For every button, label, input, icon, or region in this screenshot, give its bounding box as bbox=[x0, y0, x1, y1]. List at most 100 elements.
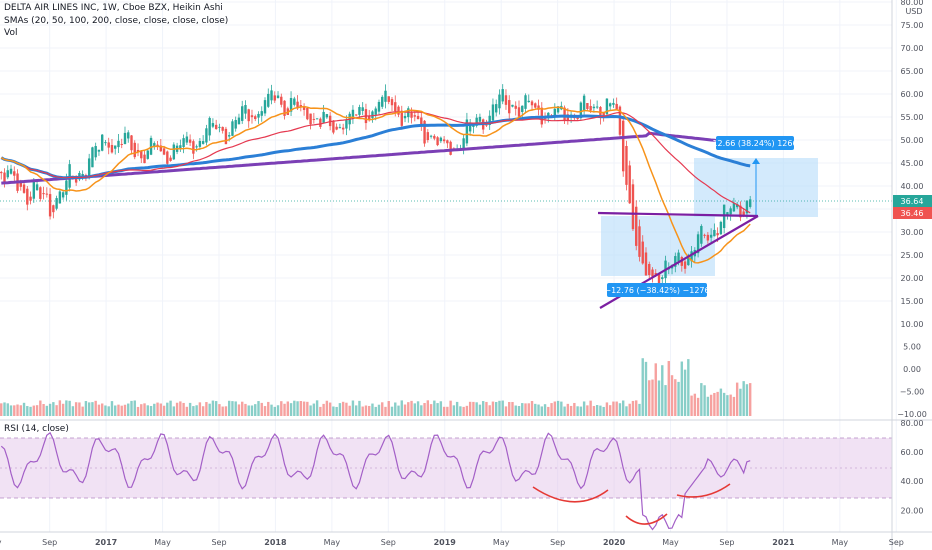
volume-bar bbox=[566, 403, 570, 416]
currency-label: USD bbox=[905, 7, 922, 16]
candle-body bbox=[182, 138, 185, 148]
candle-body bbox=[6, 170, 9, 178]
volume-bar bbox=[276, 405, 280, 416]
volume-bar bbox=[172, 406, 176, 416]
price-axis-tick: 70.00 bbox=[901, 44, 924, 53]
volume-bar bbox=[182, 402, 185, 416]
volume-bar bbox=[732, 396, 736, 416]
volume-bar bbox=[602, 406, 605, 416]
candle-body bbox=[293, 98, 296, 105]
volume-bar bbox=[537, 404, 540, 416]
candle-body bbox=[0, 171, 3, 174]
volume-bar bbox=[140, 404, 143, 416]
candle-body bbox=[289, 97, 293, 112]
volume-bar bbox=[45, 405, 49, 416]
volume-bar bbox=[195, 405, 198, 416]
candle-body bbox=[700, 225, 703, 244]
candle-body bbox=[426, 132, 430, 141]
candle-body bbox=[146, 150, 149, 159]
volume-bar bbox=[192, 406, 195, 416]
volume-bar bbox=[475, 402, 478, 416]
candle-body bbox=[32, 181, 36, 199]
candle-body bbox=[735, 204, 739, 208]
candle-body bbox=[237, 117, 241, 125]
volume-bar bbox=[472, 401, 475, 416]
volume-bar bbox=[224, 406, 228, 416]
volume-bar bbox=[742, 381, 745, 416]
price-axis-tick: 65.00 bbox=[901, 67, 924, 76]
candle-body bbox=[58, 191, 62, 204]
volume-bar bbox=[654, 363, 657, 416]
volume-bar bbox=[91, 402, 94, 416]
volume-bar bbox=[143, 403, 146, 416]
volume-bar bbox=[309, 405, 312, 416]
candle-body bbox=[201, 141, 205, 144]
candle-body bbox=[641, 241, 644, 264]
volume-bar bbox=[397, 405, 400, 416]
candle-body bbox=[377, 101, 381, 112]
candle-body bbox=[169, 157, 172, 161]
price-axis-tick: 15.00 bbox=[901, 297, 924, 306]
volume-bar bbox=[400, 400, 403, 416]
volume-bar bbox=[547, 406, 550, 416]
volume-bar bbox=[247, 405, 250, 416]
volume-bar bbox=[543, 404, 547, 416]
candle-body bbox=[267, 93, 270, 107]
volume-bar bbox=[136, 406, 140, 416]
volume-bar bbox=[599, 405, 602, 416]
candle-body bbox=[602, 112, 605, 116]
candle-body bbox=[511, 104, 514, 107]
candle-body bbox=[153, 143, 156, 147]
candle-body bbox=[260, 111, 263, 116]
volume-bar bbox=[420, 405, 423, 416]
candle-body bbox=[582, 95, 586, 111]
candle-body bbox=[732, 203, 736, 212]
time-axis-tick: Sep bbox=[42, 538, 57, 547]
volume-axis-tick: 5.00 bbox=[903, 343, 921, 352]
candle-body bbox=[156, 144, 159, 147]
volume-bar bbox=[384, 406, 387, 416]
candle-body bbox=[696, 234, 700, 254]
candle-body bbox=[638, 226, 641, 257]
volume-bar bbox=[540, 406, 543, 416]
candle-body bbox=[123, 132, 127, 145]
candle-body bbox=[315, 118, 319, 120]
candle-body bbox=[687, 257, 690, 266]
volume-bar bbox=[257, 401, 260, 416]
last-close-badge-bg bbox=[893, 195, 932, 207]
volume-bar bbox=[211, 400, 215, 416]
volume-bar bbox=[638, 403, 641, 416]
rsi-arc-3 bbox=[676, 483, 731, 498]
volume-bar bbox=[280, 401, 283, 416]
volume-bar bbox=[120, 405, 123, 416]
candle-body bbox=[368, 116, 371, 121]
volume-bar bbox=[188, 402, 192, 416]
volume-bar bbox=[231, 401, 234, 416]
candle-body bbox=[358, 107, 361, 115]
candle-body bbox=[208, 117, 211, 136]
candle-body bbox=[530, 101, 534, 106]
candle-body bbox=[205, 128, 208, 143]
candle-body bbox=[657, 273, 661, 285]
volume-bar bbox=[579, 406, 583, 416]
time-axis-tick: Sep bbox=[381, 538, 396, 547]
volume-bar bbox=[175, 402, 179, 416]
volume-bar bbox=[84, 401, 88, 416]
candle-body bbox=[654, 273, 657, 275]
last-close-badge: 36.64 bbox=[901, 197, 924, 206]
time-axis-tick: May bbox=[0, 538, 2, 547]
volume-bar bbox=[407, 402, 410, 416]
candle-body bbox=[504, 95, 508, 105]
volume-bar bbox=[514, 405, 517, 416]
candle-body bbox=[475, 117, 478, 126]
candle-body bbox=[709, 234, 713, 238]
volume-bar bbox=[6, 403, 9, 416]
candle-body bbox=[410, 112, 413, 118]
candle-body bbox=[120, 143, 123, 145]
candle-body bbox=[644, 252, 648, 276]
volume-bar bbox=[517, 406, 521, 416]
volume-bar bbox=[560, 401, 563, 416]
volume-bar bbox=[527, 403, 530, 416]
volume-bar bbox=[595, 405, 599, 416]
volume-bar bbox=[739, 388, 742, 416]
